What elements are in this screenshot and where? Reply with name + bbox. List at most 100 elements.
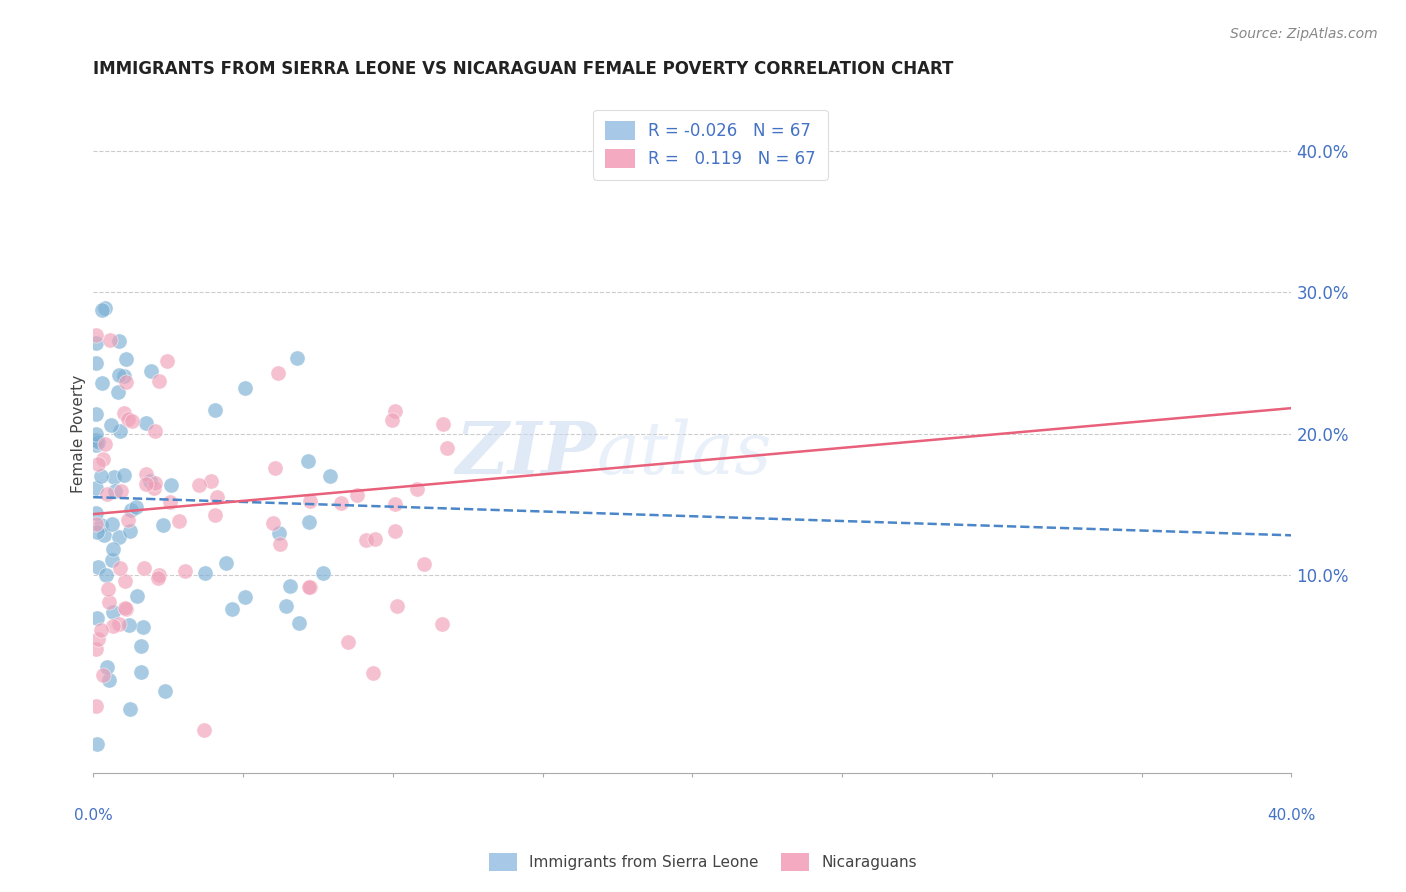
Point <box>120 702 142 716</box>
Point <box>84 408 107 422</box>
Point <box>112 368 135 383</box>
Point <box>143 475 166 490</box>
Point <box>134 561 156 575</box>
Point <box>148 568 170 582</box>
Point <box>84 356 107 370</box>
Point <box>215 556 238 570</box>
Point <box>115 352 138 367</box>
Point <box>100 417 122 432</box>
Point <box>139 474 162 488</box>
Text: Source: ZipAtlas.com: Source: ZipAtlas.com <box>1230 27 1378 41</box>
Point <box>120 502 142 516</box>
Point <box>148 571 170 585</box>
Point <box>337 635 360 649</box>
Point <box>233 590 256 604</box>
Point <box>204 508 226 522</box>
Point <box>96 660 118 674</box>
Point <box>103 470 125 484</box>
Point <box>430 617 453 632</box>
Point <box>115 602 138 616</box>
Point <box>101 516 124 531</box>
Point <box>114 601 136 615</box>
Point <box>132 620 155 634</box>
Point <box>200 474 222 488</box>
Point <box>153 684 176 698</box>
Point <box>318 468 340 483</box>
Point <box>90 469 112 483</box>
Point <box>298 580 321 594</box>
Point <box>298 516 321 530</box>
Point <box>107 384 129 399</box>
Point <box>84 506 107 520</box>
Point <box>117 513 139 527</box>
Point <box>221 601 243 615</box>
Text: ZIP: ZIP <box>456 418 596 490</box>
Point <box>94 301 117 316</box>
Point <box>384 403 406 417</box>
Text: 40.0%: 40.0% <box>1267 808 1316 823</box>
Point <box>93 528 115 542</box>
Point <box>118 617 141 632</box>
Point <box>329 495 352 509</box>
Point <box>285 351 308 365</box>
Point <box>114 574 136 588</box>
Point <box>269 537 291 551</box>
Point <box>104 483 127 498</box>
Point <box>288 615 311 630</box>
Point <box>108 616 131 631</box>
Point <box>406 483 429 497</box>
Point <box>141 363 163 377</box>
Point <box>87 434 110 449</box>
Point <box>112 468 135 483</box>
Point <box>312 566 335 581</box>
Point <box>121 414 143 428</box>
Point <box>84 481 107 495</box>
Point <box>120 524 142 538</box>
Text: atlas: atlas <box>596 418 772 489</box>
Point <box>103 619 125 633</box>
Point <box>84 699 107 714</box>
Point <box>143 481 166 495</box>
Point <box>96 487 118 501</box>
Point <box>87 560 110 574</box>
Point <box>84 434 107 448</box>
Point <box>97 582 120 596</box>
Point <box>90 376 112 390</box>
Point <box>207 490 229 504</box>
Point <box>91 667 114 681</box>
Point <box>84 427 107 442</box>
Point <box>274 599 297 613</box>
Point <box>98 673 121 688</box>
Point <box>112 406 135 420</box>
Point <box>159 478 181 492</box>
Point <box>97 595 120 609</box>
Point <box>103 605 125 619</box>
Point <box>361 665 384 680</box>
Point <box>356 533 378 547</box>
Point <box>148 374 170 388</box>
Point <box>385 599 408 613</box>
Point <box>135 477 157 491</box>
Point <box>115 375 138 389</box>
Point <box>84 327 107 342</box>
Point <box>267 366 290 380</box>
Point <box>90 518 112 533</box>
Point <box>298 581 321 595</box>
Point <box>86 611 108 625</box>
Point <box>152 518 174 533</box>
Point <box>194 566 217 581</box>
Point <box>297 454 319 468</box>
Point <box>101 553 124 567</box>
Point <box>384 524 406 539</box>
Point <box>110 424 132 438</box>
Text: 0.0%: 0.0% <box>73 808 112 823</box>
Point <box>90 302 112 317</box>
Point <box>267 526 290 541</box>
Point <box>384 497 406 511</box>
Point <box>84 517 107 532</box>
Point <box>363 533 385 547</box>
Point <box>204 403 226 417</box>
Point <box>193 723 215 738</box>
Point <box>298 494 321 508</box>
Point <box>110 483 132 498</box>
